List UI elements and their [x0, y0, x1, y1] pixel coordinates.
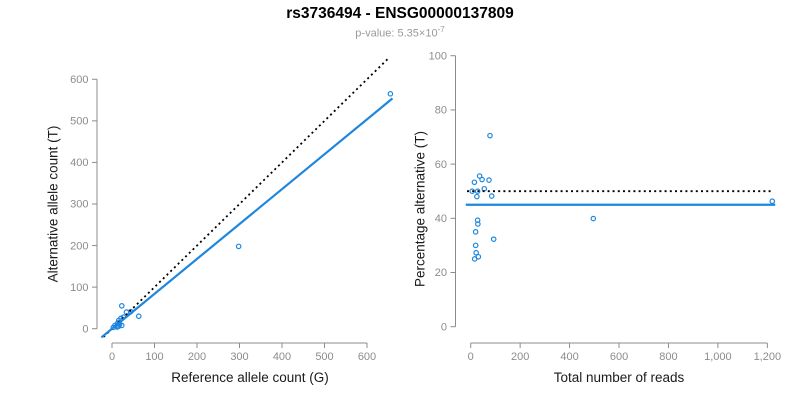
data-point	[590, 215, 597, 222]
x-tick-label: 400	[560, 351, 578, 363]
data-point	[474, 193, 480, 200]
regression-line	[100, 97, 394, 339]
data-point	[472, 229, 479, 235]
data-point	[235, 243, 242, 250]
x-tick-label: 0	[468, 351, 474, 363]
x-tick-label: 600	[610, 351, 628, 363]
y-tick-label: 400	[70, 157, 88, 169]
data-point	[118, 322, 125, 329]
data-point	[474, 188, 481, 195]
data-point	[472, 242, 479, 249]
left-y-axis-title: Alternative allele count (T)	[45, 125, 61, 283]
x-tick-label: 600	[358, 351, 376, 363]
figure-subtitle: p-value: 5.35×10-7	[0, 25, 800, 40]
data-point	[473, 249, 479, 256]
left-plot: 0 100 200 300 400 500 600 0 100 200 300 400 500 600	[70, 57, 394, 363]
y-tick-label: 100	[70, 282, 88, 294]
data-point	[118, 303, 125, 309]
data-point	[387, 91, 394, 97]
y-tick-label: 0	[441, 321, 447, 333]
figure-title: rs3736494 - ENSG00000137809	[286, 5, 514, 22]
p-value-text: p-value: 5.35×10	[355, 27, 438, 40]
data-point	[135, 313, 142, 320]
y-tick-label: 300	[70, 199, 88, 211]
left-x-axis-title: Reference allele count (G)	[171, 370, 329, 385]
x-tick-label: 200	[188, 351, 206, 363]
x-tick-label: 100	[145, 351, 163, 363]
y-tick-label: 200	[70, 240, 88, 252]
y-tick-label: 60	[435, 159, 447, 171]
data-point	[486, 177, 492, 183]
x-tick-label: 0	[109, 351, 115, 363]
x-tick-label: 200	[511, 351, 529, 363]
x-tick-label: 800	[659, 351, 677, 363]
data-point	[490, 236, 497, 242]
right-x-axis-title: Total number of reads	[553, 370, 685, 385]
data-point	[476, 173, 483, 179]
y-tick-label: 500	[70, 116, 88, 128]
data-point	[488, 193, 495, 199]
identity-line	[102, 57, 389, 338]
data-point	[469, 188, 475, 195]
data-point	[475, 221, 481, 227]
x-tick-label: 1,000	[704, 351, 732, 363]
y-tick-label: 20	[435, 267, 447, 279]
y-tick-label: 80	[435, 105, 447, 117]
right-plot: 0 20 40 60 80 100 0 200 400 600 800 1,000 1,200	[429, 50, 781, 363]
data-point	[769, 198, 776, 205]
p-value-exponent: -7	[437, 25, 445, 34]
data-point	[479, 176, 485, 183]
x-tick-label: 300	[230, 351, 248, 363]
x-tick-label: 500	[315, 351, 333, 363]
x-tick-label: 400	[273, 351, 291, 363]
y-tick-label: 40	[435, 213, 447, 225]
data-point	[471, 179, 478, 186]
x-tick-label: 1,200	[754, 351, 782, 363]
right-y-axis-title: Percentage alternative (T)	[412, 130, 428, 288]
y-tick-label: 0	[82, 323, 88, 335]
y-tick-label: 100	[429, 50, 447, 62]
y-tick-label: 600	[70, 74, 88, 86]
data-point	[487, 132, 493, 139]
data-point	[471, 256, 478, 262]
